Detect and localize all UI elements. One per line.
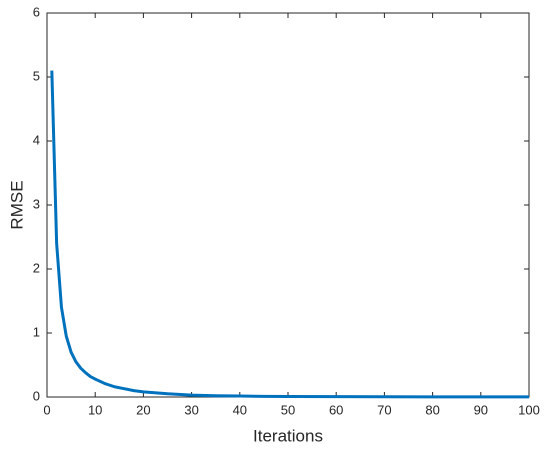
x-tick-label: 10 [88,402,102,417]
x-tick-label: 60 [329,402,343,417]
y-tick-label: 1 [33,324,40,339]
x-tick-label: 100 [518,402,540,417]
x-tick-label: 90 [474,402,488,417]
y-tick-label: 2 [33,260,40,275]
plot-area [46,12,530,398]
y-tick-label: 3 [33,196,40,211]
x-tick-label: 70 [377,402,391,417]
data-line [50,70,529,399]
x-tick-label: 20 [136,402,150,417]
y-axis-title: RMSE [7,180,26,229]
y-tick-label: 6 [33,4,40,19]
x-tick-label: 50 [281,402,295,417]
y-tick-label: 4 [33,132,40,147]
y-tick-label: 5 [33,68,40,83]
x-axis-title: Iterations [253,426,323,445]
x-tick-label: 80 [425,402,439,417]
x-tick-label: 40 [233,402,247,417]
x-tick-label: 0 [43,402,50,417]
x-tick-label: 30 [184,402,198,417]
y-tick-label: 0 [33,388,40,403]
